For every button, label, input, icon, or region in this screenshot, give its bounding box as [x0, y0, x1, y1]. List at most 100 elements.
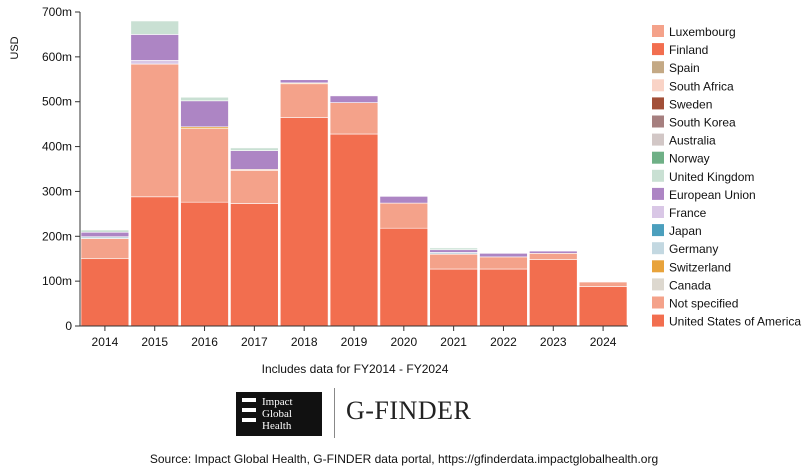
bar-segment-united-kingdom[interactable]: [130, 20, 179, 35]
g-finder-brand: G-FINDER: [346, 396, 472, 425]
legend-item[interactable]: United States of America: [652, 314, 801, 329]
legend-item[interactable]: Germany: [652, 242, 718, 256]
logo-line-2: Global: [262, 408, 292, 420]
legend: Luxembourg Finland Spain South Africa Sweden…: [652, 25, 801, 329]
legend-swatch: [652, 278, 664, 291]
bar-segment-united-states-of-america[interactable]: [429, 268, 478, 327]
legend-label: Switzerland: [669, 260, 731, 274]
bar-segment-european-union[interactable]: [279, 79, 329, 84]
bar-segment-european-union[interactable]: [529, 250, 578, 254]
legend-label: United Kingdom: [669, 170, 754, 184]
legend-label: Spain: [669, 61, 700, 75]
logo-line-1: Impact: [262, 396, 293, 408]
legend-swatch: [652, 187, 664, 200]
x-tick-label: 2015: [141, 335, 168, 349]
legend-item[interactable]: Canada: [652, 278, 711, 292]
bar-segment-european-union[interactable]: [230, 150, 279, 170]
y-axis-title: USD: [9, 36, 21, 59]
x-tick-label: 2017: [241, 335, 268, 349]
bar-segment-not-specified[interactable]: [130, 63, 179, 198]
legend-item[interactable]: Switzerland: [652, 260, 731, 274]
bar-segment-not-specified[interactable]: [429, 253, 478, 270]
bar-segment-united-states-of-america[interactable]: [479, 268, 528, 327]
logo-line-3: Health: [262, 420, 292, 432]
logo-divider: [334, 388, 335, 438]
legend-label: South Africa: [669, 79, 734, 93]
bar-segment-european-union[interactable]: [80, 231, 130, 238]
legend-label: Canada: [669, 278, 711, 292]
bar-segment-france[interactable]: [130, 60, 179, 65]
legend-item[interactable]: Spain: [652, 61, 700, 75]
legend-label: European Union: [669, 188, 756, 202]
bar-segment-not-specified[interactable]: [479, 256, 528, 270]
bar-segment-european-union[interactable]: [429, 249, 478, 253]
legend-item[interactable]: Australia: [652, 133, 716, 148]
legend-label: Sweden: [669, 97, 712, 111]
bar-segment-not-specified[interactable]: [529, 253, 578, 260]
x-axis: 2014 2015 2016 2017 2018 2019 2020 2021 2022 2023…: [80, 325, 628, 349]
bar-segment-not-specified[interactable]: [578, 281, 628, 287]
bar-segment-not-specified[interactable]: [80, 238, 130, 260]
bar-segment-united-states-of-america[interactable]: [80, 258, 130, 327]
legend-swatch: [652, 79, 664, 92]
legend-swatch: [652, 242, 664, 255]
bar-segment-united-kingdom[interactable]: [230, 147, 279, 151]
bar-segment-united-states-of-america[interactable]: [578, 286, 628, 327]
x-tick-label: 2021: [440, 335, 467, 349]
bar-segment-united-kingdom[interactable]: [180, 96, 229, 102]
y-tick-label: 600m: [42, 50, 72, 64]
bar-segment-european-union[interactable]: [379, 196, 429, 204]
legend-swatch: [652, 206, 664, 218]
y-tick-label: 0: [65, 319, 72, 333]
legend-label: Not specified: [669, 297, 738, 311]
bar-segment-not-specified[interactable]: [180, 128, 229, 203]
legend-item[interactable]: European Union: [652, 187, 756, 202]
bar-segment-united-states-of-america[interactable]: [529, 259, 578, 327]
bar-segment-not-specified[interactable]: [329, 102, 379, 135]
legend-swatch: [652, 115, 664, 128]
bar-segment-united-states-of-america[interactable]: [130, 196, 179, 327]
x-tick-label: 2014: [92, 335, 119, 349]
legend-label: South Korea: [669, 116, 736, 130]
bar-segment-not-specified[interactable]: [230, 170, 279, 204]
impact-global-health-logo: Impact Global Health: [236, 392, 322, 436]
legend-swatch: [652, 314, 664, 327]
legend-item[interactable]: France: [652, 206, 707, 220]
legend-item[interactable]: Norway: [652, 151, 710, 166]
legend-label: Luxembourg: [669, 25, 736, 39]
bar-segment-united-states-of-america[interactable]: [180, 201, 229, 327]
x-tick-label: 2024: [590, 335, 617, 349]
bar-segment-european-union[interactable]: [130, 34, 179, 61]
bar-segment-united-states-of-america[interactable]: [279, 117, 329, 327]
legend-label: United States of America: [669, 315, 801, 329]
legend-item[interactable]: South Africa: [652, 79, 734, 93]
y-tick-label: 100m: [42, 274, 72, 288]
bar-segment-united-states-of-america[interactable]: [230, 203, 279, 327]
legend-item[interactable]: United Kingdom: [652, 169, 754, 184]
bar-segment-united-kingdom[interactable]: [80, 229, 130, 233]
x-tick-label: 2022: [490, 335, 517, 349]
legend-item[interactable]: South Korea: [652, 115, 736, 130]
bar-segment-european-union[interactable]: [329, 95, 379, 103]
source-citation: Source: Impact Global Health, G-FINDER d…: [149, 452, 659, 466]
legend-item[interactable]: Sweden: [652, 97, 712, 111]
bar-segment-united-states-of-america[interactable]: [329, 133, 379, 327]
y-tick-label: 200m: [42, 229, 72, 243]
legend-item[interactable]: Finland: [652, 43, 708, 57]
legend-label: Japan: [669, 224, 702, 238]
x-tick-label: 2016: [191, 335, 218, 349]
bar-segment-not-specified[interactable]: [379, 202, 429, 229]
bar-segment-united-states-of-america[interactable]: [379, 227, 429, 327]
bar-segment-united-kingdom[interactable]: [429, 247, 478, 251]
legend-item[interactable]: Japan: [652, 224, 702, 238]
legend-swatch: [652, 296, 664, 309]
legend-item[interactable]: Not specified: [652, 296, 738, 311]
legend-item[interactable]: Luxembourg: [652, 25, 736, 39]
bar-segment-not-specified[interactable]: [279, 83, 329, 118]
legend-label: France: [669, 206, 707, 220]
bar-segment-european-union[interactable]: [180, 100, 229, 128]
y-tick-label: 300m: [42, 184, 72, 198]
bar-segment-european-union[interactable]: [479, 253, 528, 258]
legend-label: Australia: [669, 134, 716, 148]
